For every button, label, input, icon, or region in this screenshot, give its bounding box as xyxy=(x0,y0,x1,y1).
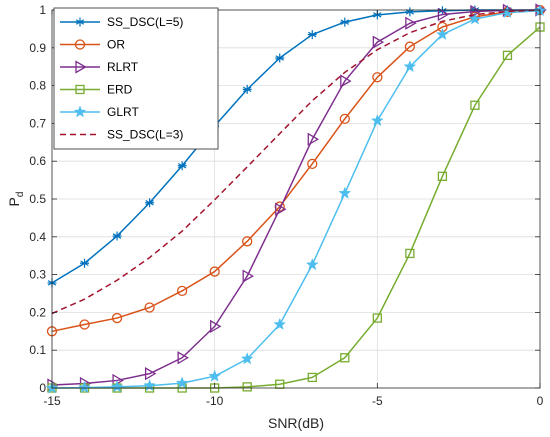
legend-marker-ss-dsc-l-5 xyxy=(75,17,85,27)
data-point-or xyxy=(404,41,416,52)
y-tick-label: 0.1 xyxy=(29,343,46,357)
y-tick-label: 0.8 xyxy=(29,79,46,93)
y-axis-label-main: P xyxy=(6,197,22,206)
data-point-rlrt xyxy=(405,16,417,30)
data-point-or xyxy=(209,266,220,277)
data-point-glrt xyxy=(175,376,189,389)
data-point-glrt xyxy=(403,59,417,73)
data-point-ss-dsc-l-5 xyxy=(340,17,350,27)
ticks: -15 -10 -5 0 0 0.1 0.2 0.3 0.4 0.5 0.6 0.7 0.8 0.9 1 xyxy=(29,3,543,408)
data-point-rlrt xyxy=(340,74,352,88)
x-axis-label: SNR(dB) xyxy=(268,415,324,431)
data-point-erd xyxy=(470,100,480,110)
legend-label-rlrt: RLRT xyxy=(107,60,139,74)
legend-box xyxy=(53,7,219,150)
y-axis-label-subscript: d xyxy=(15,192,26,198)
series-line-ss-dsc-l-3 xyxy=(51,9,541,315)
data-point-ss-dsc-l-5 xyxy=(242,84,252,94)
legend-label-glrt: GLRT xyxy=(107,105,139,119)
data-point-glrt xyxy=(240,352,254,365)
data-point-or xyxy=(176,285,188,297)
data-point-rlrt xyxy=(470,4,482,19)
x-tick-label: -5 xyxy=(372,394,383,408)
legend-marker-or xyxy=(74,39,86,50)
y-tick-label: 0.2 xyxy=(29,305,46,319)
data-point-rlrt xyxy=(210,319,222,334)
data-point-or xyxy=(144,302,155,313)
data-point-ss-dsc-l-5 xyxy=(80,258,90,268)
data-point-glrt xyxy=(78,380,91,394)
y-tick-label: 0.5 xyxy=(29,192,46,206)
data-point-rlrt xyxy=(177,351,189,365)
legend-label-ss-dsc-l-5: SS_DSC(L=5) xyxy=(107,15,183,29)
data-point-rlrt xyxy=(307,132,320,146)
series-line-or xyxy=(51,9,541,333)
series-line-glrt xyxy=(51,10,541,389)
data-point-or xyxy=(372,72,383,83)
data-point-ss-dsc-l-5 xyxy=(177,161,187,171)
legend-marker-rlrt xyxy=(75,60,87,74)
data-point-erd xyxy=(372,313,382,323)
legend: SS_DSC(L=5) OR RLRT ERD GLRT SS_DSC(L=3) xyxy=(53,7,219,150)
data-point-glrt xyxy=(370,114,384,127)
data-point-rlrt xyxy=(372,35,385,49)
data-point-rlrt xyxy=(275,202,287,216)
data-point-or xyxy=(242,236,253,247)
legend-label-ss-dsc-l-3: SS_DSC(L=3) xyxy=(107,128,183,142)
legend-label-or: OR xyxy=(107,38,125,52)
data-point-glrt xyxy=(436,27,449,41)
data-point-ss-dsc-l-5 xyxy=(307,30,317,40)
legend-marker-glrt xyxy=(73,105,87,118)
y-tick-label: 0.7 xyxy=(29,116,46,130)
y-tick-label: 0 xyxy=(39,381,46,395)
data-point-ss-dsc-l-5 xyxy=(145,198,155,208)
data-point-erd xyxy=(242,382,252,392)
y-tick-label: 0.4 xyxy=(29,230,46,244)
y-tick-label: 0.6 xyxy=(29,154,46,168)
data-point-erd xyxy=(502,50,513,61)
data-point-erd xyxy=(340,353,350,363)
y-axis-label: Pd xyxy=(6,192,26,207)
series-ss-dsc-l-3 xyxy=(51,9,541,315)
y-tick-label: 0.9 xyxy=(29,41,46,55)
data-point-glrt xyxy=(305,258,319,271)
data-point-glrt xyxy=(110,380,124,393)
x-tick-label: 0 xyxy=(537,394,544,408)
data-point-glrt xyxy=(208,369,222,382)
y-tick-label: 1 xyxy=(39,3,46,17)
legend-marker-erd xyxy=(75,84,85,95)
x-tick-label: -10 xyxy=(206,394,224,408)
data-point-glrt xyxy=(273,317,287,330)
x-tick-label: -15 xyxy=(43,394,61,408)
data-point-rlrt xyxy=(144,367,157,381)
data-point-rlrt xyxy=(437,7,450,22)
data-point-erd xyxy=(437,171,448,181)
data-point-or xyxy=(307,158,318,169)
data-point-rlrt xyxy=(242,269,254,283)
data-point-or xyxy=(111,312,123,324)
series-line-rlrt xyxy=(51,9,541,386)
data-point-erd xyxy=(307,372,317,383)
data-point-glrt xyxy=(338,186,352,199)
y-tick-label: 0.3 xyxy=(29,268,46,282)
data-point-ss-dsc-l-5 xyxy=(405,7,415,17)
data-point-ss-dsc-l-5 xyxy=(275,53,285,63)
data-point-or xyxy=(79,319,90,330)
legend-label-erd: ERD xyxy=(107,83,133,97)
data-point-or xyxy=(339,113,350,125)
data-point-erd xyxy=(405,248,415,259)
data-point-glrt xyxy=(468,12,482,25)
data-point-ss-dsc-l-5 xyxy=(112,231,122,241)
